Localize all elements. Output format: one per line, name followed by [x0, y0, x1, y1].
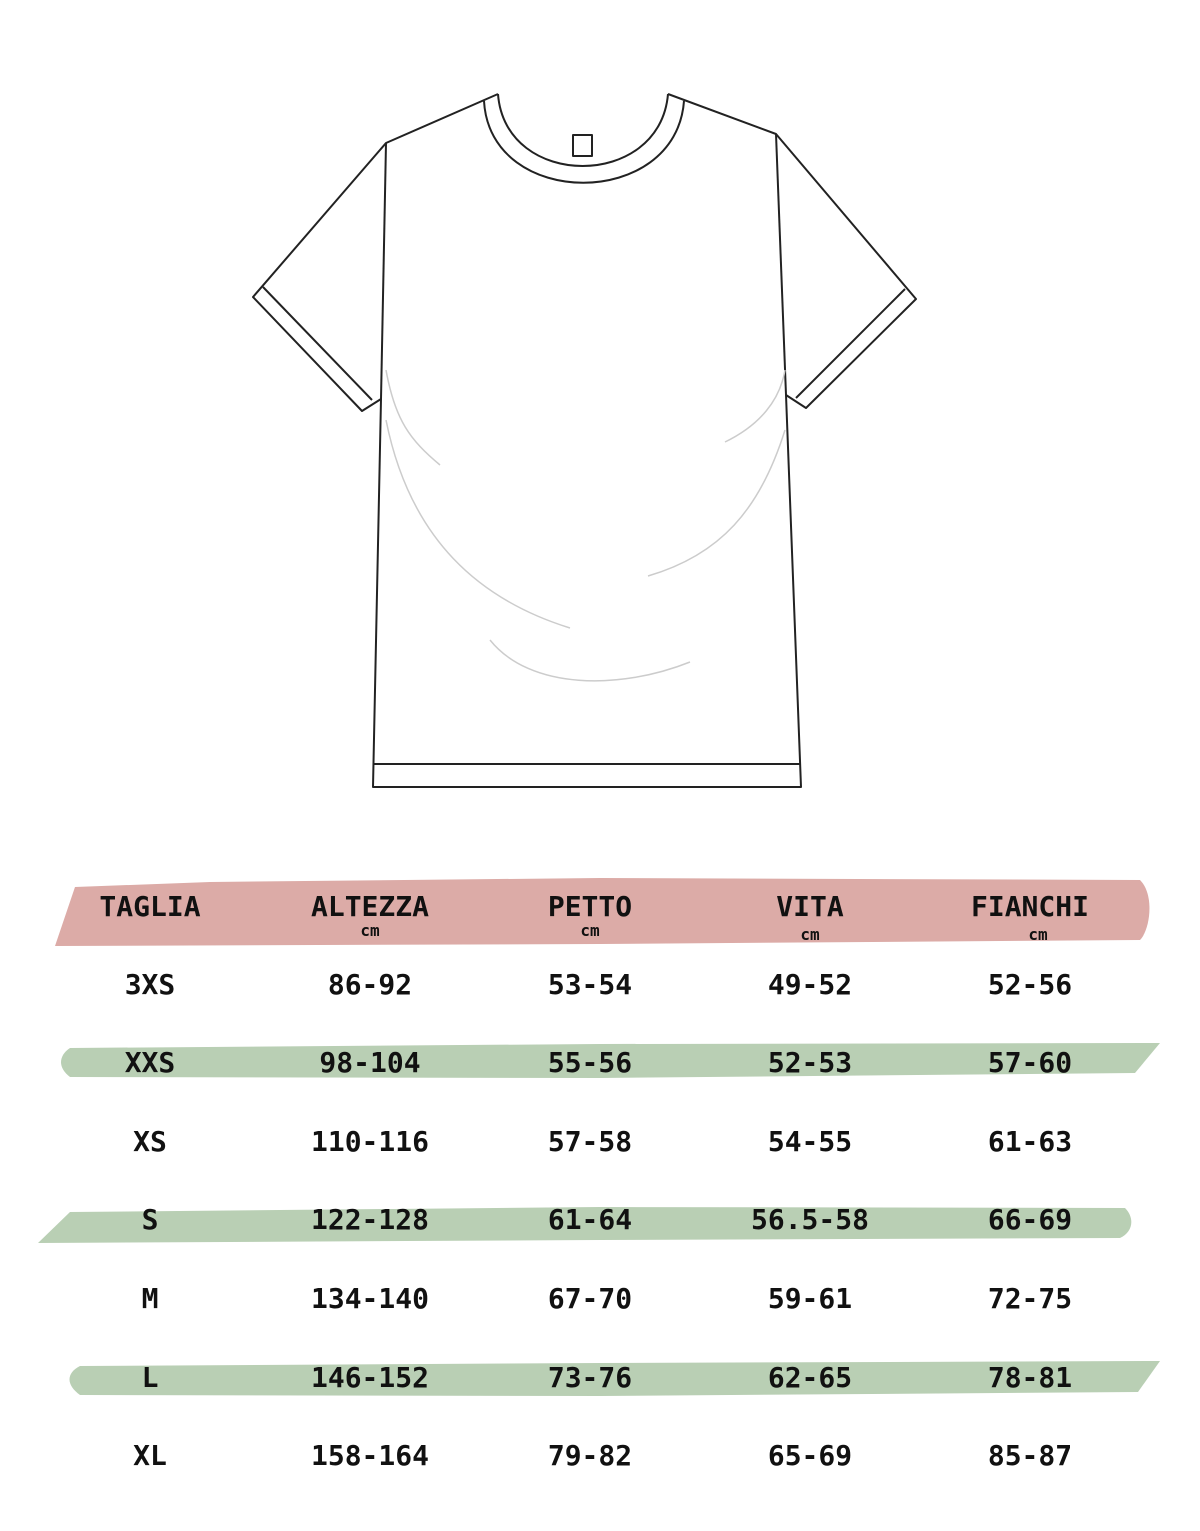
cell-altezza: 158-164 — [310, 1439, 429, 1472]
cell-taglia: 3XS — [124, 968, 176, 1001]
cell-petto: 61-64 — [547, 1203, 633, 1236]
t-shirt-illustration — [252, 93, 917, 788]
collar-outer — [497, 93, 669, 167]
cell-taglia: L — [141, 1361, 159, 1394]
row-band-l — [69, 1361, 1160, 1396]
shirt-body-outline — [252, 93, 917, 788]
header-taglia: TAGLIA — [99, 890, 201, 923]
cell-vita: 59-61 — [767, 1282, 853, 1315]
cell-petto: 79-82 — [547, 1439, 633, 1472]
sleeve-cuff-right — [795, 288, 906, 399]
cell-taglia: XL — [133, 1439, 167, 1472]
unit-petto: cm — [580, 921, 600, 940]
cell-fianchi: 61-63 — [987, 1125, 1073, 1158]
cell-altezza: 122-128 — [310, 1203, 429, 1236]
cell-vita: 54-55 — [767, 1125, 853, 1158]
cell-petto: 73-76 — [547, 1361, 633, 1394]
cell-altezza: 134-140 — [310, 1282, 429, 1315]
cell-petto: 67-70 — [547, 1282, 633, 1315]
unit-altezza: cm — [360, 921, 380, 940]
header-fianchi: FIANCHI — [970, 890, 1089, 923]
cell-vita: 65-69 — [767, 1439, 853, 1472]
cell-fianchi: 52-56 — [987, 968, 1073, 1001]
cell-altezza: 86-92 — [327, 968, 413, 1001]
cell-altezza: 98-104 — [319, 1046, 421, 1079]
cell-fianchi: 66-69 — [987, 1203, 1073, 1236]
seam-right — [775, 133, 787, 396]
collar-inner — [483, 100, 685, 184]
cell-fianchi: 72-75 — [987, 1282, 1073, 1315]
seam-left — [380, 142, 387, 400]
header-altezza: ALTEZZA — [310, 890, 429, 923]
header-vita: VITA — [776, 890, 844, 923]
cell-petto: 57-58 — [547, 1125, 633, 1158]
cell-taglia: XXS — [124, 1046, 176, 1079]
cell-altezza: 110-116 — [310, 1125, 429, 1158]
cell-fianchi: 57-60 — [987, 1046, 1073, 1079]
cell-taglia: S — [141, 1203, 159, 1236]
row-band-s — [38, 1207, 1132, 1243]
cell-petto: 53-54 — [547, 968, 633, 1001]
cell-taglia: XS — [133, 1125, 167, 1158]
cell-vita: 49-52 — [767, 968, 853, 1001]
sleeve-cuff-left — [262, 286, 373, 401]
header-petto: PETTO — [547, 890, 633, 923]
cell-altezza: 146-152 — [310, 1361, 429, 1394]
cell-vita: 52-53 — [767, 1046, 853, 1079]
cell-vita: 56.5-58 — [750, 1203, 869, 1236]
unit-fianchi: cm — [1028, 925, 1048, 944]
neck-label — [572, 134, 593, 157]
cell-petto: 55-56 — [547, 1046, 633, 1079]
cell-vita: 62-65 — [767, 1361, 853, 1394]
cell-taglia: M — [141, 1282, 159, 1315]
row-band-xxs — [61, 1043, 1160, 1078]
unit-vita: cm — [800, 925, 820, 944]
cell-fianchi: 85-87 — [987, 1439, 1073, 1472]
cell-fianchi: 78-81 — [987, 1361, 1073, 1394]
